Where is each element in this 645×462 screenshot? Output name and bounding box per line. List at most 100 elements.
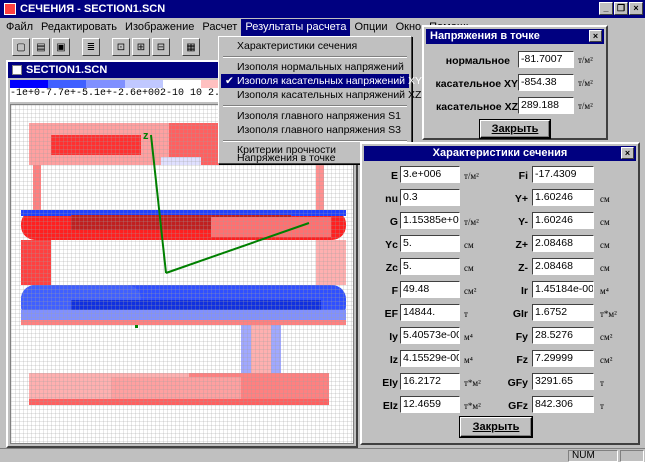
stress-dialog: Напряжения в точке × нормальное -81.7007… [422,25,608,140]
scale-swatch [48,80,87,88]
dd-section-props[interactable]: Характеристики сечения [237,40,358,52]
prop-unit: см [600,217,610,227]
prop-label-z-: Z+ [515,239,528,251]
prop-label-z-: Z- [518,262,528,274]
save-icon[interactable]: ▣ [52,38,70,56]
document-window: SECTION1.SCN -1e+0-7.7e+-5.1e+-2.6e+002-… [6,60,358,448]
field-shear-xy[interactable]: -854.38 [518,74,574,91]
field-shear-xz[interactable]: 289.188 [518,97,574,114]
prop-unit: т*м² [464,378,481,388]
prop-unit: см [600,263,610,273]
prop-field-eiz[interactable]: 12.4659 [400,396,460,413]
prop-label-zc: Zc [385,262,398,274]
document-title: SECTION1.SCN [26,64,108,76]
label-shear-xy: касательное XY [435,78,518,90]
label-normal: нормальное [445,55,510,67]
prop-unit: см [464,263,474,273]
prop-label-f: F [391,285,398,297]
menu-results[interactable]: Результаты расчета [241,19,351,36]
scale-swatch [10,80,49,88]
label-shear-xz: касательное XZ [436,101,518,113]
prop-label-yc: Yc [385,239,398,251]
prop-field-fi[interactable]: -17.4309 [532,166,594,183]
menu-file[interactable]: Файл [6,21,34,33]
menu-image[interactable]: Изображение [125,21,195,33]
field-normal[interactable]: -81.7007 [518,51,574,68]
prop-unit: см² [600,332,613,342]
restore-icon[interactable]: ❐ [614,2,628,15]
unit-shear-xz: т/м² [578,101,593,111]
stress-close-button[interactable]: Закрыть [479,119,551,139]
prop-label-gir: GIr [512,308,528,320]
close-icon[interactable]: × [621,147,634,159]
app-icon [4,3,16,15]
prop-label-iy: Iy [389,331,398,343]
prop-field-eiy[interactable]: 16.2172 [400,373,460,390]
prop-label-ir: Ir [520,285,528,297]
dd-strength-criteria[interactable]: Критерии прочности [237,144,337,156]
props-dialog-title: Характеристики сечения × [364,146,636,161]
open-file-icon[interactable]: ▤ [32,38,50,56]
toolbar: ▢ ▤ ▣ ≣ ⊡ ⊞ ⊟ ▦ [0,37,440,57]
prop-field-gfz[interactable]: 842.306 [532,396,594,413]
prop-field-nu[interactable]: 0.3 [400,189,460,206]
menu-calc[interactable]: Расчет [202,21,238,33]
prop-unit: т/м² [464,171,479,181]
prop-label-gfy: GFy [507,377,528,389]
prop-field-fy[interactable]: 28.5276 [532,327,594,344]
prop-label-fz: Fz [516,354,528,366]
close-icon[interactable]: × [629,2,643,15]
edit-icon[interactable]: ≣ [82,38,100,56]
prop-label-fi: Fi [518,170,528,182]
prop-unit: м⁴ [464,332,473,342]
check-icon: ✔ [225,75,234,87]
dd-principal-s3[interactable]: Изополя главного напряжения S3 [237,124,401,136]
prop-label-eiy: EIy [382,377,398,389]
prop-unit: т*м² [464,401,481,411]
zoom-in-icon[interactable]: ⊞ [132,38,150,56]
status-empty [620,450,644,462]
results-dropdown: Характеристики сечения Изополя нормальны… [218,36,422,164]
prop-unit: т/м² [464,217,479,227]
stress-plot[interactable]: z [10,104,354,444]
prop-field-gir[interactable]: 1.6752 [532,304,594,321]
dd-point-stress[interactable]: Напряжения в точке [237,152,336,164]
prop-field-iz[interactable]: 4.15529e-006 [400,350,460,367]
menu-options[interactable]: Опции [354,21,388,33]
prop-field-z-[interactable]: 2.08468 [532,235,594,252]
prop-field-iy[interactable]: 5.40573e-006 [400,327,460,344]
dd-shear-xz[interactable]: Изополя касательных напряжений XZ [237,89,422,101]
prop-label-e: E [390,170,398,182]
calculator-icon[interactable]: ▦ [182,38,200,56]
prop-field-e[interactable]: 3.e+006 [400,166,460,183]
prop-field-g[interactable]: 1.15385e+006 [400,212,460,229]
prop-unit: см [464,240,474,250]
unit-normal: т/м² [578,55,593,65]
prop-field-ir[interactable]: 1.45184e-006 [532,281,594,298]
zoom-out-icon[interactable]: ⊟ [152,38,170,56]
prop-unit: м⁴ [464,355,473,365]
minimize-icon[interactable]: _ [599,2,613,15]
menu-edit[interactable]: Редактировать [41,21,118,33]
prop-field-y-[interactable]: 1.60246 [532,189,594,206]
dd-principal-s1[interactable]: Изополя главного напряжения S1 [237,110,401,122]
prop-field-z-[interactable]: 2.08468 [532,258,594,275]
zoom-window-icon[interactable]: ⊡ [112,38,130,56]
prop-unit: т [600,401,604,411]
props-close-button[interactable]: Закрыть [459,416,533,438]
scale-swatch [162,80,202,88]
prop-field-gfy[interactable]: 3291.65 [532,373,594,390]
prop-field-y-[interactable]: 1.60246 [532,212,594,229]
prop-unit: см² [464,286,477,296]
menu-window[interactable]: Окно [395,21,422,33]
dd-normal-stress[interactable]: Изополя нормальных напряжений [237,61,404,73]
dd-shear-xy[interactable]: ✔ Изополя касательных напряжений XY [221,74,422,88]
close-icon[interactable]: × [589,30,602,42]
prop-field-f[interactable]: 49.48 [400,281,460,298]
prop-field-zc[interactable]: 5. [400,258,460,275]
prop-field-yc[interactable]: 5. [400,235,460,252]
prop-field-ef[interactable]: 14844. [400,304,460,321]
prop-field-fz[interactable]: 7.29999 [532,350,594,367]
scale-swatch [124,80,164,88]
new-file-icon[interactable]: ▢ [12,38,30,56]
